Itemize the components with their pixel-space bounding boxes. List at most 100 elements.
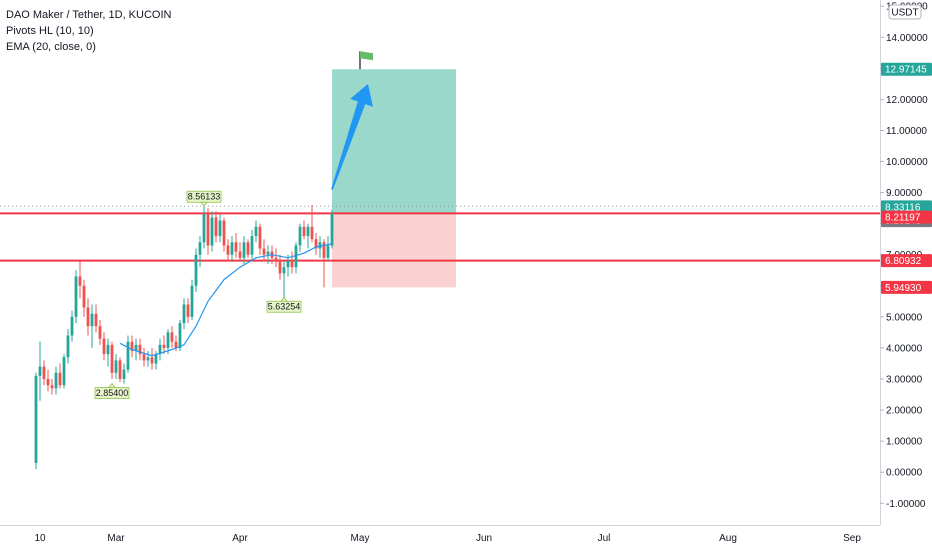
candle-body — [294, 245, 298, 268]
candle-body — [254, 226, 258, 237]
pivot-label-low: 5.63254 — [268, 302, 301, 312]
candle-body — [170, 332, 174, 342]
candle-body — [58, 372, 62, 386]
candle-body — [178, 323, 182, 348]
candle-body — [130, 341, 134, 352]
x-tick-label: Sep — [843, 533, 861, 544]
candle-body — [62, 357, 66, 386]
x-tick-label: Mar — [107, 533, 125, 544]
chart-legend: DAO Maker / Tether, 1D, KUCOIN Pivots HL… — [6, 7, 171, 55]
y-tick-label: 10.00000 — [886, 157, 928, 168]
candle-body — [194, 254, 198, 286]
price-tag-stop — [881, 280, 932, 294]
candle-body — [158, 344, 162, 355]
candle-body — [322, 242, 326, 258]
candle-body — [198, 242, 202, 255]
x-tick-label: 10 — [34, 533, 46, 544]
candle-body — [166, 332, 170, 348]
stop-zone[interactable] — [332, 213, 456, 288]
y-tick-label: 2.00000 — [886, 406, 923, 417]
indicator-pivots-label[interactable]: Pivots HL (10, 10) — [6, 25, 94, 37]
candle-body — [330, 213, 334, 246]
candle-body — [54, 372, 58, 389]
y-tick-label: 14.00000 — [886, 33, 928, 44]
candle-body — [94, 313, 98, 327]
candle-body — [262, 248, 266, 255]
up-arrow-annotation[interactable] — [331, 83, 373, 190]
y-tick-label: 1.00000 — [886, 437, 923, 448]
candle-body — [286, 260, 290, 268]
indicator-ema-label[interactable]: EMA (20, close, 0) — [6, 41, 96, 53]
candle-body — [206, 214, 210, 246]
candle-body — [274, 257, 278, 261]
candle-body — [318, 242, 322, 249]
candle-body — [302, 226, 306, 237]
x-tick-label: Aug — [719, 533, 737, 544]
candle-body — [70, 316, 74, 336]
candle-body — [154, 354, 158, 364]
price-tag-label: 8.33116 — [885, 202, 921, 213]
candle-body — [50, 385, 54, 389]
ema-line — [119, 243, 333, 357]
candle-body — [306, 226, 310, 237]
candle-body — [298, 226, 302, 246]
price-tag-target — [881, 62, 932, 76]
candle-body — [38, 366, 42, 376]
target-zone[interactable] — [332, 69, 456, 214]
candle-body — [150, 357, 154, 364]
candle-body — [186, 304, 190, 317]
candle-body — [314, 239, 318, 249]
candle-body — [42, 366, 46, 379]
candle-body — [46, 378, 50, 386]
y-tick-label: 5.00000 — [886, 312, 923, 323]
candle-body — [74, 276, 78, 317]
candle-body — [134, 344, 138, 352]
candle-body — [202, 214, 206, 243]
candle-body — [98, 326, 102, 339]
candle-body — [282, 267, 286, 274]
candle-body — [106, 344, 110, 355]
price-tag-label: 12.97145 — [885, 65, 927, 76]
candle-body — [90, 313, 94, 327]
x-tick-label: May — [351, 533, 370, 544]
candle-body — [146, 357, 150, 361]
price-tag-level — [881, 254, 932, 268]
candle-body — [310, 226, 314, 240]
candle-body — [142, 354, 146, 361]
candle-body — [210, 217, 214, 246]
pivot-label-pointer — [200, 201, 208, 207]
y-tick-label: 9.00000 — [886, 188, 923, 199]
y-tick-label: 3.00000 — [886, 374, 923, 385]
candle-body — [246, 242, 250, 255]
flag-icon[interactable] — [360, 51, 373, 61]
candle-body — [110, 344, 114, 373]
candle-body — [230, 242, 234, 255]
symbol-title[interactable]: DAO Maker / Tether, 1D, KUCOIN — [6, 9, 172, 21]
candle-body — [138, 344, 142, 355]
candle-body — [266, 251, 270, 255]
candle-body — [86, 307, 90, 327]
pivot-label-low: 2.85400 — [96, 388, 129, 398]
candle-body — [102, 338, 106, 355]
candle-body — [218, 220, 222, 237]
candle-body — [326, 245, 330, 258]
x-tick-label: Apr — [232, 533, 248, 544]
candle-body — [190, 285, 194, 317]
y-tick-label: 4.00000 — [886, 343, 923, 354]
candle-body — [34, 375, 38, 463]
candle-body — [242, 242, 246, 258]
y-tick-label: 12.00000 — [886, 95, 928, 106]
y-tick-label: 0.00000 — [886, 468, 923, 479]
currency-badge[interactable] — [888, 4, 922, 20]
candle-body — [182, 304, 186, 324]
price-tag-label: 6.80932 — [885, 256, 922, 267]
candle-body — [234, 242, 238, 252]
pivot-label-pointer — [108, 382, 116, 388]
pivot-label-pointer — [280, 296, 288, 302]
candle-body — [278, 260, 282, 274]
candle-body — [226, 245, 230, 255]
candle-body — [214, 217, 218, 237]
candle-body — [78, 276, 82, 286]
candle-body — [82, 285, 86, 308]
